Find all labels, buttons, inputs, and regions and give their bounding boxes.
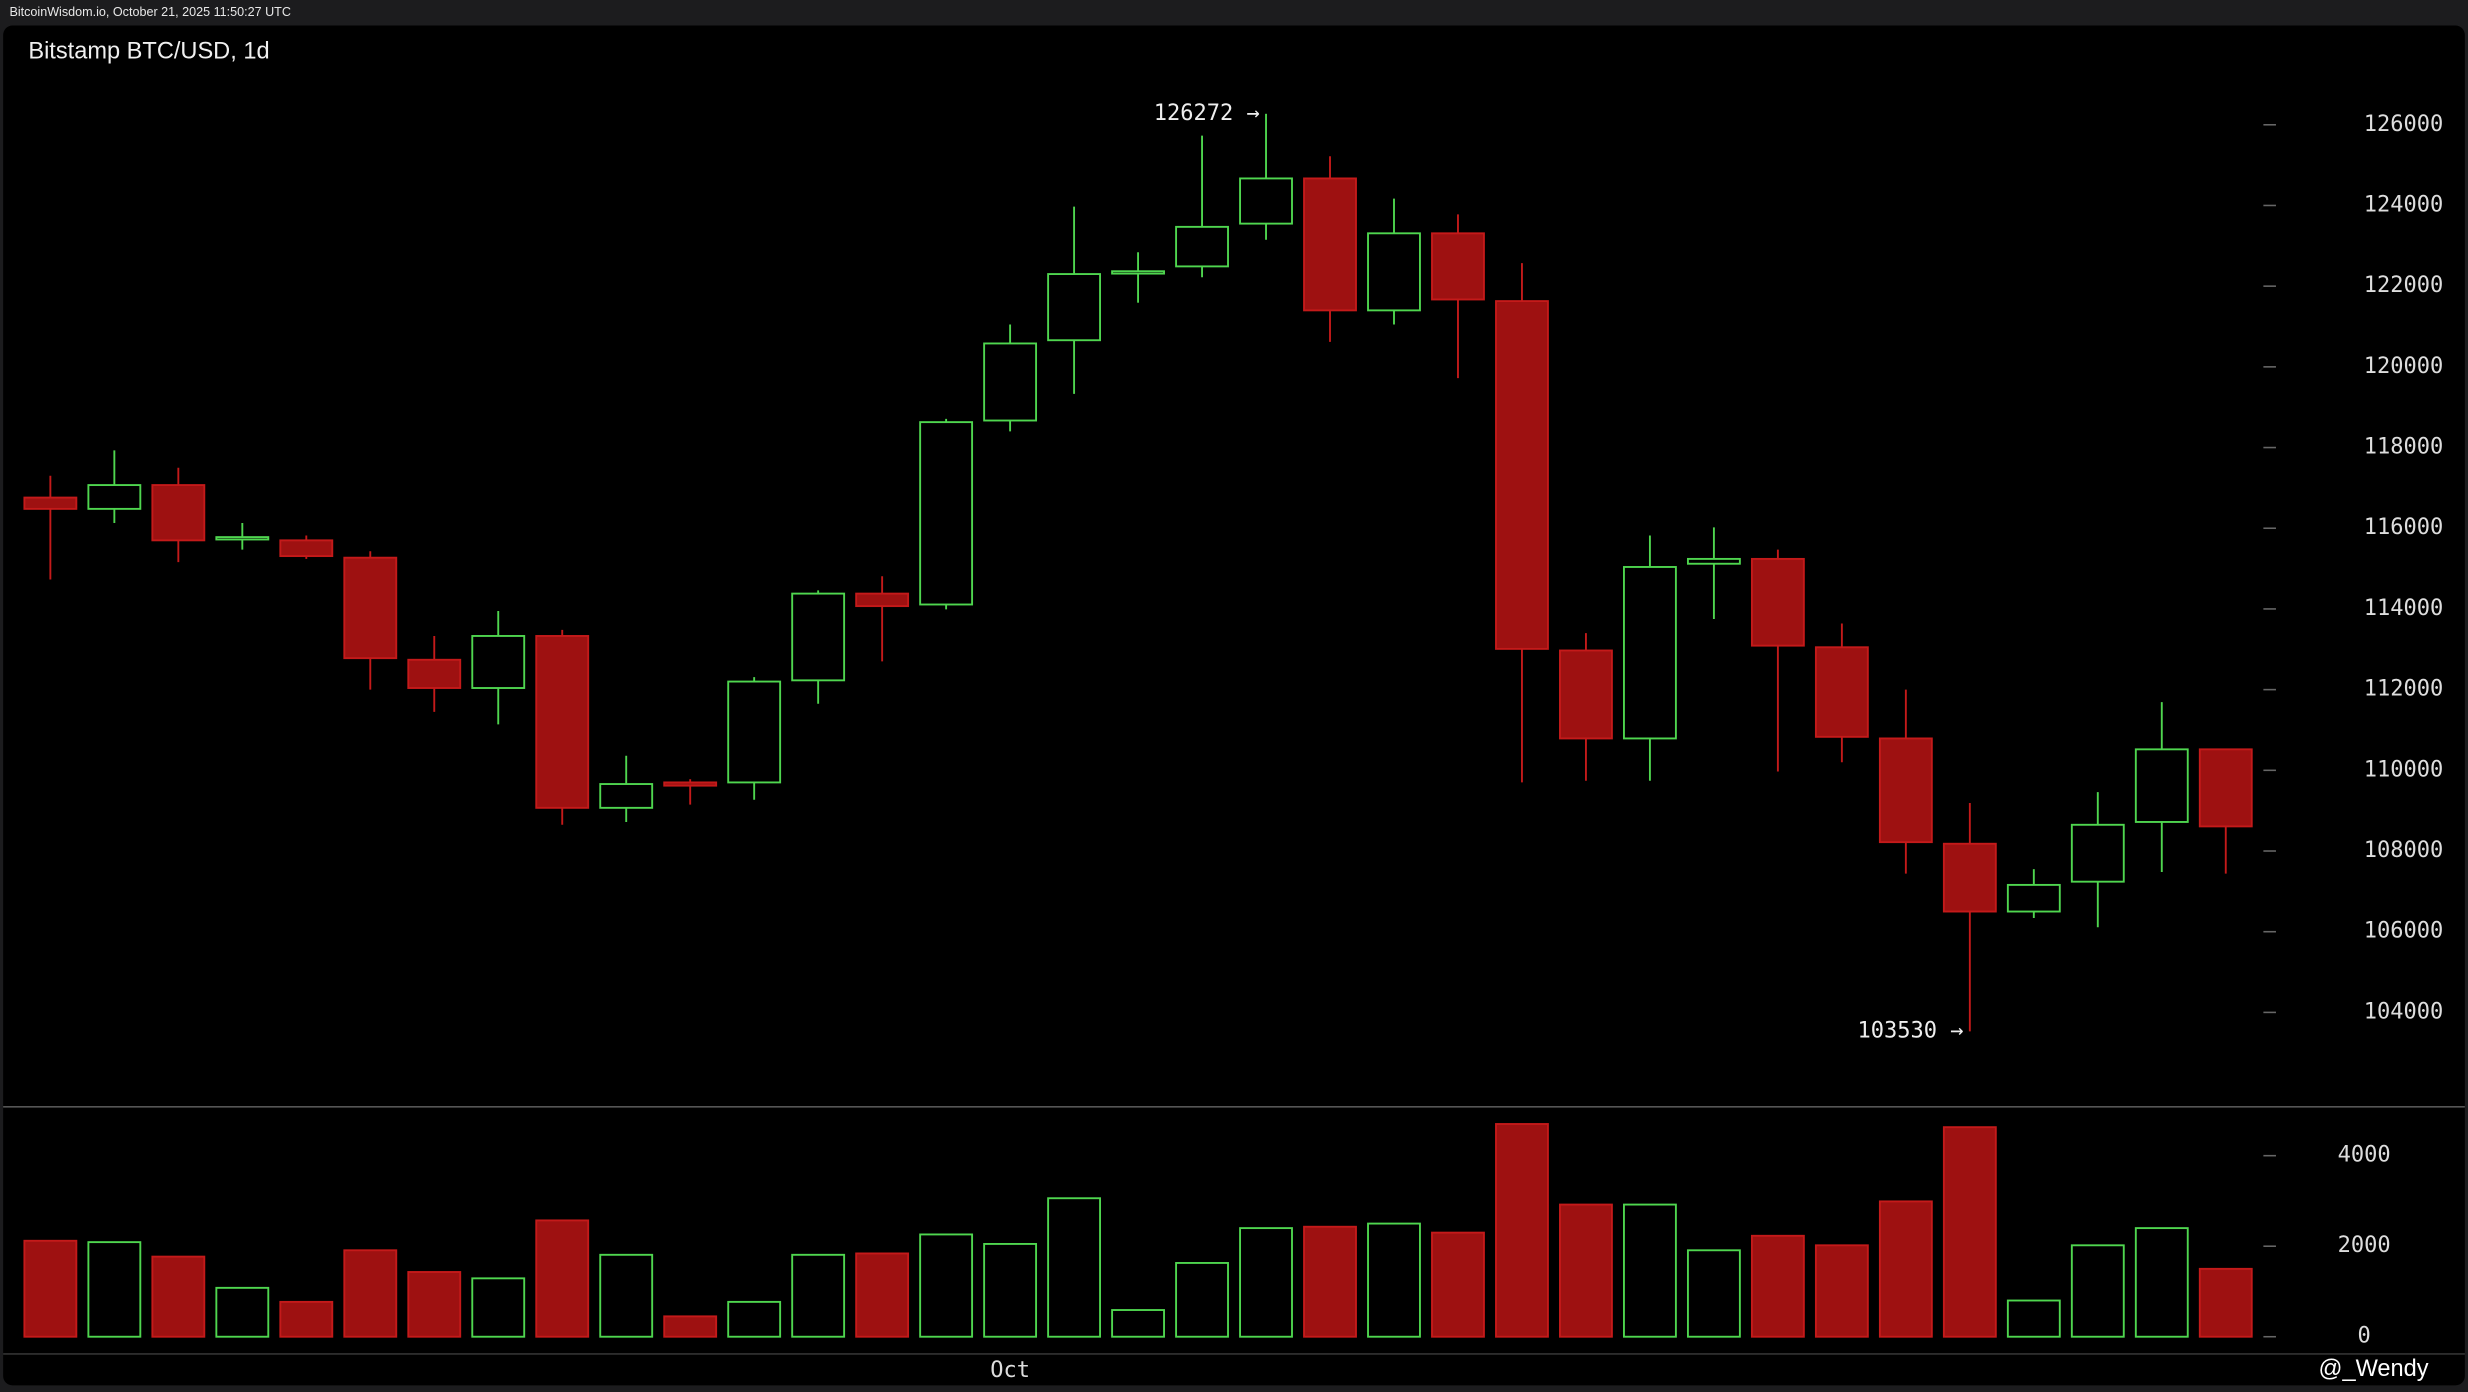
volume-bar [1495, 1123, 1549, 1338]
plot-background [3, 25, 2465, 1386]
y-tick-label: 106000 [2364, 919, 2444, 944]
candle-body [1942, 842, 1997, 913]
candle-body [1239, 177, 1293, 225]
y-tick-label: 104000 [2364, 999, 2444, 1024]
candle-body [1686, 557, 1741, 565]
candle-body [599, 783, 654, 809]
y-tick-label: 112000 [2364, 677, 2444, 702]
candle-body [1111, 270, 1165, 275]
candle-body [983, 342, 1038, 422]
volume-bar [663, 1315, 718, 1338]
volume-bar [855, 1252, 910, 1338]
y-tick-label: 110000 [2364, 757, 2444, 782]
volume-bar [1431, 1231, 1485, 1338]
candle-body [1750, 557, 1805, 647]
volume-bar [919, 1233, 974, 1338]
volume-bar [535, 1219, 590, 1338]
candle-body [1878, 737, 1933, 844]
volume-bar [1303, 1225, 1357, 1338]
volume-bar [471, 1277, 526, 1338]
volume-bar [407, 1271, 462, 1338]
candle-body [1303, 177, 1357, 312]
candle-body [2198, 748, 2253, 828]
candle-body [1175, 225, 1229, 268]
volume-bar [2006, 1299, 2061, 1338]
volume-bar [23, 1239, 78, 1338]
header-text: BitcoinWisdom.io, October 21, 2025 11:50… [9, 5, 291, 19]
extreme-label: 103530 → [1857, 1018, 1963, 1043]
volume-bar [1942, 1126, 1997, 1338]
candle-body [2070, 823, 2125, 883]
volume-bar [1750, 1234, 1805, 1338]
candle-body [855, 592, 910, 608]
volume-bar [1686, 1249, 1741, 1338]
candle-body [151, 484, 206, 542]
candle-body [279, 539, 334, 558]
y2-tick-label: 2000 [2338, 1233, 2391, 1258]
candle-body [2006, 883, 2061, 913]
candle-body [791, 592, 846, 682]
chart-title: Bitstamp BTC/USD, 1d [28, 38, 269, 64]
volume-bar [1047, 1197, 1101, 1338]
volume-bar [1623, 1203, 1677, 1338]
volume-bar [2070, 1244, 2125, 1338]
volume-bar [279, 1300, 334, 1338]
candle-body [1814, 646, 1869, 738]
volume-bar [1239, 1227, 1293, 1338]
volume-bar [983, 1242, 1038, 1338]
volume-bar [215, 1286, 270, 1338]
y-tick-label: 108000 [2364, 838, 2444, 863]
candle-body [663, 781, 718, 787]
candle-body [1495, 300, 1549, 650]
candle-body [23, 496, 78, 510]
y-tick-label: 122000 [2364, 273, 2444, 298]
candle-body [1559, 649, 1613, 740]
candle-body [407, 658, 462, 689]
x-tick-label: Oct [990, 1358, 1030, 1383]
extreme-label: 126272 → [1154, 101, 1260, 126]
volume-bar [791, 1253, 846, 1338]
watermark: @_Wendy [2319, 1356, 2429, 1382]
candle-body [1367, 232, 1421, 312]
y-tick-label: 114000 [2364, 596, 2444, 621]
volume-bar [2134, 1227, 2189, 1338]
volume-bar [151, 1255, 206, 1338]
volume-bar [87, 1241, 142, 1338]
y-tick-label: 126000 [2364, 112, 2444, 137]
volume-bar [727, 1300, 782, 1338]
y2-tick-label: 4000 [2338, 1143, 2391, 1168]
candle-body [343, 556, 398, 660]
volume-bar [1111, 1309, 1165, 1338]
candle-body [1047, 273, 1101, 342]
candle-body [87, 484, 142, 510]
y-tick-label: 120000 [2364, 354, 2444, 379]
y-tick-label: 116000 [2364, 515, 2444, 540]
candle-body [1623, 566, 1677, 740]
volume-bar [1559, 1203, 1613, 1338]
y-tick-label: 124000 [2364, 192, 2444, 217]
candle-body [535, 635, 590, 809]
candle-body [1431, 232, 1485, 301]
volume-bar [1878, 1200, 1933, 1338]
candle-body [2134, 748, 2189, 823]
candle-body [727, 680, 782, 784]
volume-bar [2198, 1267, 2253, 1338]
y2-tick-label: 0 [2357, 1324, 2370, 1349]
y-tick-label: 118000 [2364, 435, 2444, 460]
volume-bar [343, 1249, 398, 1338]
candle-body [919, 421, 974, 606]
volume-bar [1814, 1244, 1869, 1338]
volume-bar [599, 1253, 654, 1338]
candle-body [215, 536, 270, 541]
candle-body [471, 635, 526, 689]
volume-bar [1367, 1222, 1421, 1338]
volume-bar [1175, 1262, 1229, 1338]
